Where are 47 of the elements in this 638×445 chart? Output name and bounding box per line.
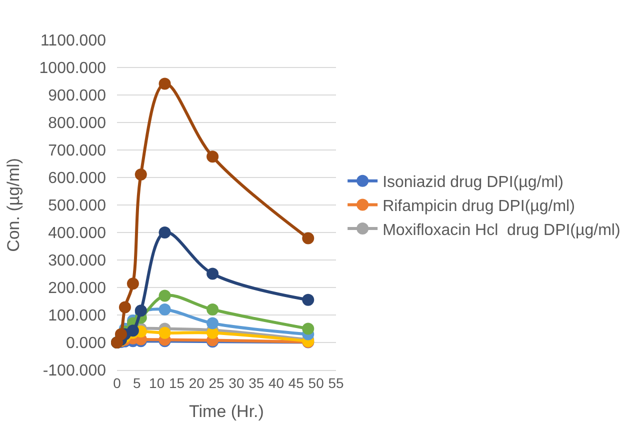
point: [206, 317, 219, 330]
y-tick-label: -100.000: [42, 362, 106, 380]
point: [206, 326, 219, 339]
x-tick-label: 55: [328, 374, 344, 391]
point: [126, 278, 139, 290]
x-tick-label: 20: [188, 374, 205, 391]
y-tick-label: 300.000: [48, 252, 106, 270]
point: [158, 326, 171, 339]
point: [206, 150, 219, 163]
x-tick-label: 40: [268, 374, 284, 391]
y-tick-label: 400.000: [48, 225, 106, 242]
point: [158, 226, 171, 238]
legend-label: Rifampicin drug DPI(µg/ml): [382, 198, 575, 215]
y-tick-label: 100.000: [48, 308, 106, 325]
x-tick-label: 25: [208, 374, 225, 391]
y-tick-label: 600.000: [48, 170, 106, 188]
point: [158, 304, 171, 316]
x-tick-label: 0: [113, 374, 122, 391]
point: [114, 328, 127, 340]
y-tick-label: 200.000: [48, 280, 106, 298]
x-tick-label: 5: [133, 374, 142, 391]
x-tick-label: 35: [248, 374, 264, 391]
point: [206, 268, 219, 280]
point: [158, 290, 171, 302]
y-tick-label: 1100.000: [40, 32, 106, 50]
x-tick-label: 45: [288, 374, 304, 391]
x-axis-title: Time (Hr.): [189, 402, 264, 422]
point: [158, 78, 171, 90]
y-axis-title: Con. (µg/ml): [4, 158, 23, 252]
y-tick-label: 500.000: [48, 198, 106, 215]
point: [302, 294, 314, 306]
point: [118, 301, 131, 314]
x-tick-label: 50: [308, 374, 324, 391]
x-tick-label: 30: [228, 374, 244, 391]
y-tick-label: 0.000: [66, 335, 106, 352]
y-tick-label: 800.000: [48, 115, 106, 132]
y-tick-label: 900.000: [48, 88, 106, 105]
legend-label: Moxifloxacin Hcl drug DPI(µg/ml): [382, 222, 620, 239]
point: [302, 232, 314, 244]
y-tick-label: 700.000: [48, 142, 106, 160]
point: [206, 304, 219, 316]
point: [302, 322, 314, 335]
legend-label: Isoniazid drug DPI(µg/ml): [382, 174, 564, 192]
x-tick-label: 15: [168, 374, 185, 391]
x-tick-label: 10: [149, 374, 165, 391]
point: [134, 168, 147, 180]
y-tick-label: 1000.000: [39, 60, 106, 78]
